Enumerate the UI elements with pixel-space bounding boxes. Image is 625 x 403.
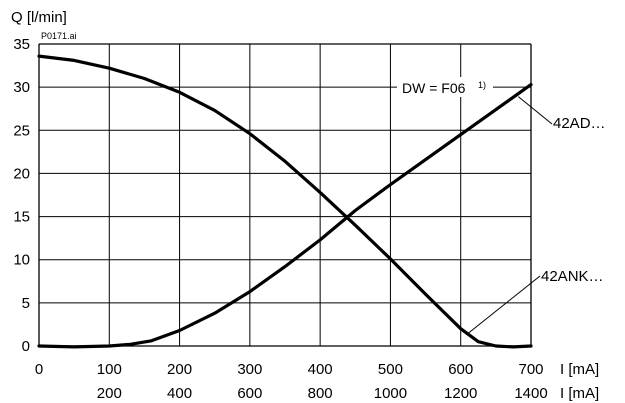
x-tick-label-secondary: 1200	[444, 385, 477, 402]
x-axis-label: I [mA]	[560, 361, 599, 378]
x-tick-label: 500	[378, 361, 403, 378]
x-tick-label: 600	[448, 361, 473, 378]
series-line	[37, 82, 533, 349]
x-tick-label: 300	[237, 361, 262, 378]
y-axis-label: Q [l/min]	[11, 9, 67, 26]
x-tick-label-secondary: 800	[308, 385, 333, 402]
series-line	[37, 54, 533, 349]
file-tag: P0171.ai	[41, 31, 77, 41]
y-tick-label: 10	[13, 252, 30, 269]
x-tick-label-secondary: 1000	[374, 385, 407, 402]
annotation-background	[397, 77, 493, 97]
annotation-layer: DW = F06 1) 42AD… 42ANK…	[397, 77, 606, 336]
y-tick-label: 30	[13, 79, 30, 96]
x-tick-label-secondary: 200	[97, 385, 122, 402]
y-tick-label: 35	[13, 36, 30, 53]
x-tick-labels: 0 100 200 300 400 500 600 700	[35, 361, 544, 378]
x-tick-label: 0	[35, 361, 43, 378]
y-tick-label: 25	[13, 122, 30, 139]
x-tick-label: 400	[308, 361, 333, 378]
x-tick-label: 700	[518, 361, 543, 378]
annotation-dw-f06: DW = F06	[402, 80, 466, 96]
series-layer	[37, 54, 533, 349]
y-tick-labels: 0 5 10 15 20 25 30 35	[13, 36, 30, 355]
y-tick-label: 20	[13, 165, 30, 182]
x-tick-label-secondary: 600	[237, 385, 262, 402]
x-tick-label-secondary: 1400	[514, 385, 547, 402]
series-label-42ank: 42ANK…	[541, 268, 604, 285]
y-tick-label: 15	[13, 209, 30, 226]
x-tick-label: 100	[97, 361, 122, 378]
y-tick-label: 5	[22, 295, 30, 312]
series-label-42ad: 42AD…	[553, 115, 606, 132]
y-tick-label: 0	[22, 338, 30, 355]
leader-line-42ad	[518, 96, 553, 125]
leader-line-42ank	[466, 275, 541, 336]
x-tick-label: 200	[167, 361, 192, 378]
grid	[38, 43, 532, 347]
x-tick-labels-secondary: 200 400 600 800 1000 1200 1400	[97, 385, 548, 402]
annotation-superscript: 1)	[478, 80, 486, 90]
x-tick-label-secondary: 400	[167, 385, 192, 402]
x-axis-label-secondary: I [mA]	[560, 385, 599, 402]
